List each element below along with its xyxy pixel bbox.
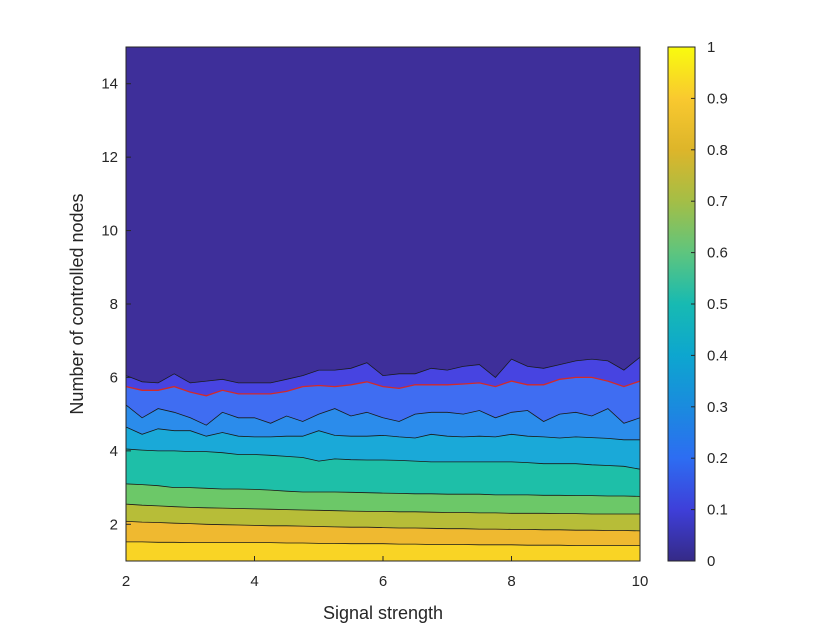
contour-line [125,404,641,426]
x-axis-label: Signal strength [323,603,443,623]
y-tick-label: 14 [101,76,118,93]
y-tick-label: 4 [110,443,118,460]
x-tick-label: 10 [632,573,649,590]
colorbar-tick-label: 0.7 [707,193,728,210]
colorbar: 0 0.1 0.2 0.3 0.4 0.5 0.6 0.7 0.8 0.9 1 [667,39,728,570]
colorbar-tick-label: 0.9 [707,90,728,107]
contour-lines [125,356,641,546]
colorbar-tick-label: 1 [707,39,715,56]
contour-line [125,448,641,470]
colorbar-tick-label: 0.6 [707,245,728,262]
colorbar-gradient [667,46,696,562]
contour-line [125,520,641,532]
y-axis-label: Number of controlled nodes [67,193,87,414]
contour-line [125,356,641,384]
y-axis-ticks: 2 4 6 8 10 12 14 [101,76,131,533]
colorbar-tick-label: 0.8 [707,142,728,159]
contour-line [125,483,641,497]
x-tick-label: 4 [250,573,258,590]
colorbar-tick-label: 0.5 [707,296,728,313]
colorbar-tick-label: 0.1 [707,502,728,519]
x-tick-label: 6 [379,573,387,590]
y-tick-label: 12 [101,149,118,166]
colorbar-tick-label: 0 [707,553,715,570]
contour-band [125,46,641,384]
x-tick-label: 2 [122,573,130,590]
contour-line [126,541,640,546]
x-axis-ticks: 2 4 6 8 10 [122,556,649,590]
x-tick-label: 8 [507,573,515,590]
y-tick-label: 10 [101,223,118,240]
y-tick-label: 6 [110,369,118,386]
colorbar-tick-label: 0.4 [707,347,728,364]
plot-area [125,46,641,562]
highlight-contour-line [125,376,641,397]
contour-line [125,503,640,515]
y-tick-label: 8 [110,296,118,313]
colorbar-tick-label: 0.3 [707,399,728,416]
contour-line [125,426,640,441]
y-tick-label: 2 [110,516,118,533]
colorbar-tick-label: 0.2 [707,450,728,467]
